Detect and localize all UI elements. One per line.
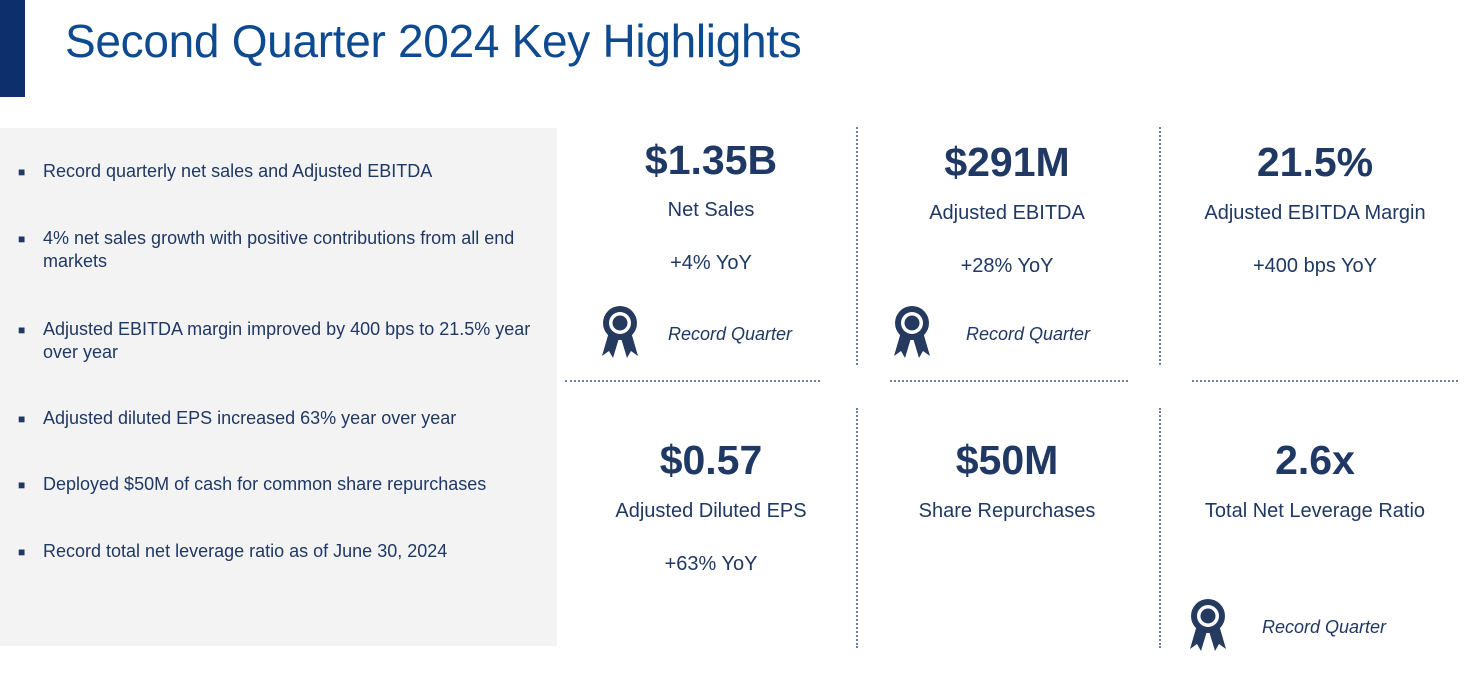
award-ribbon-icon (1190, 599, 1226, 651)
metric-value: $0.57 (659, 437, 763, 483)
horizontal-divider (890, 380, 1128, 382)
metric-share-repurchases: $50M Share Repurchases (857, 438, 1157, 538)
metric-label: Adjusted Diluted EPS (615, 500, 807, 522)
metric-label: Total Net Leverage Ratio (1204, 500, 1426, 522)
metric-change: +63% YoY (664, 553, 758, 575)
record-quarter-text: Record Quarter (966, 324, 1091, 344)
bullet-text: Record quarterly net sales and Adjusted … (43, 161, 433, 181)
bullet-square-icon: ■ (18, 412, 26, 426)
metric-value: $50M (955, 437, 1059, 483)
bullet-text: Deployed $50M of cash for common share r… (43, 474, 487, 494)
metric-diluted-eps: $0.57 Adjusted Diluted EPS +63% YoY (561, 437, 861, 575)
record-quarter-badge: Record Quarter (598, 304, 858, 364)
bullet-square-icon: ■ (18, 478, 26, 492)
bullet-text: Adjusted EBITDA margin improved by 400 b… (43, 319, 531, 362)
bullet-item: ■ Adjusted diluted EPS increased 63% yea… (18, 407, 538, 431)
metric-value: $291M (944, 139, 1070, 185)
metric-value: 21.5% (1256, 139, 1374, 185)
bullet-item: ■ Deployed $50M of cash for common share… (18, 473, 538, 497)
metric-change: +400 bps YoY (1252, 255, 1377, 277)
vertical-divider (1159, 408, 1161, 648)
award-ribbon-icon (602, 306, 638, 358)
bullet-square-icon: ■ (18, 545, 26, 559)
vertical-divider (1159, 127, 1161, 365)
record-quarter-text: Record Quarter (668, 324, 793, 344)
metric-label: Share Repurchases (918, 500, 1096, 522)
metric-value: 2.6x (1275, 437, 1355, 483)
record-quarter-text: Record Quarter (1262, 617, 1387, 637)
bullet-text: 4% net sales growth with positive contri… (43, 228, 515, 271)
bullet-item: ■ Record quarterly net sales and Adjuste… (18, 160, 538, 184)
record-quarter-badge: Record Quarter (1186, 597, 1446, 657)
metric-net-leverage: 2.6x Total Net Leverage Ratio (1165, 438, 1465, 538)
award-ribbon-icon (894, 306, 930, 358)
horizontal-divider (565, 380, 820, 382)
metric-change: +28% YoY (960, 255, 1054, 277)
highlights-panel (0, 128, 557, 646)
metric-label: Adjusted EBITDA Margin (1204, 202, 1426, 224)
bullet-square-icon: ■ (18, 323, 26, 337)
bullet-square-icon: ■ (18, 165, 26, 179)
bullet-square-icon: ■ (18, 232, 26, 246)
metric-net-sales: $1.35B Net Sales +4% YoY (561, 137, 861, 274)
bullet-item: ■ Record total net leverage ratio as of … (18, 540, 538, 564)
horizontal-divider (1192, 380, 1458, 382)
vertical-divider (856, 408, 858, 648)
metric-ebitda-margin: 21.5% Adjusted EBITDA Margin +400 bps Yo… (1165, 139, 1465, 277)
page-title: Second Quarter 2024 Key Highlights (65, 15, 802, 67)
metric-value: $1.35B (644, 137, 778, 183)
bullet-text: Adjusted diluted EPS increased 63% year … (43, 408, 457, 428)
metric-label: Adjusted EBITDA (929, 202, 1085, 224)
vertical-divider (856, 127, 858, 365)
record-quarter-badge: Record Quarter (890, 304, 1150, 364)
metric-label: Net Sales (667, 199, 755, 221)
bullet-item: ■ 4% net sales growth with positive cont… (18, 227, 538, 273)
metric-change: +4% YoY (670, 252, 752, 274)
title-accent-bar (0, 0, 25, 97)
bullet-text: Record total net leverage ratio as of Ju… (43, 541, 448, 561)
bullet-item: ■ Adjusted EBITDA margin improved by 400… (18, 318, 538, 364)
metric-adjusted-ebitda: $291M Adjusted EBITDA +28% YoY (857, 139, 1157, 277)
